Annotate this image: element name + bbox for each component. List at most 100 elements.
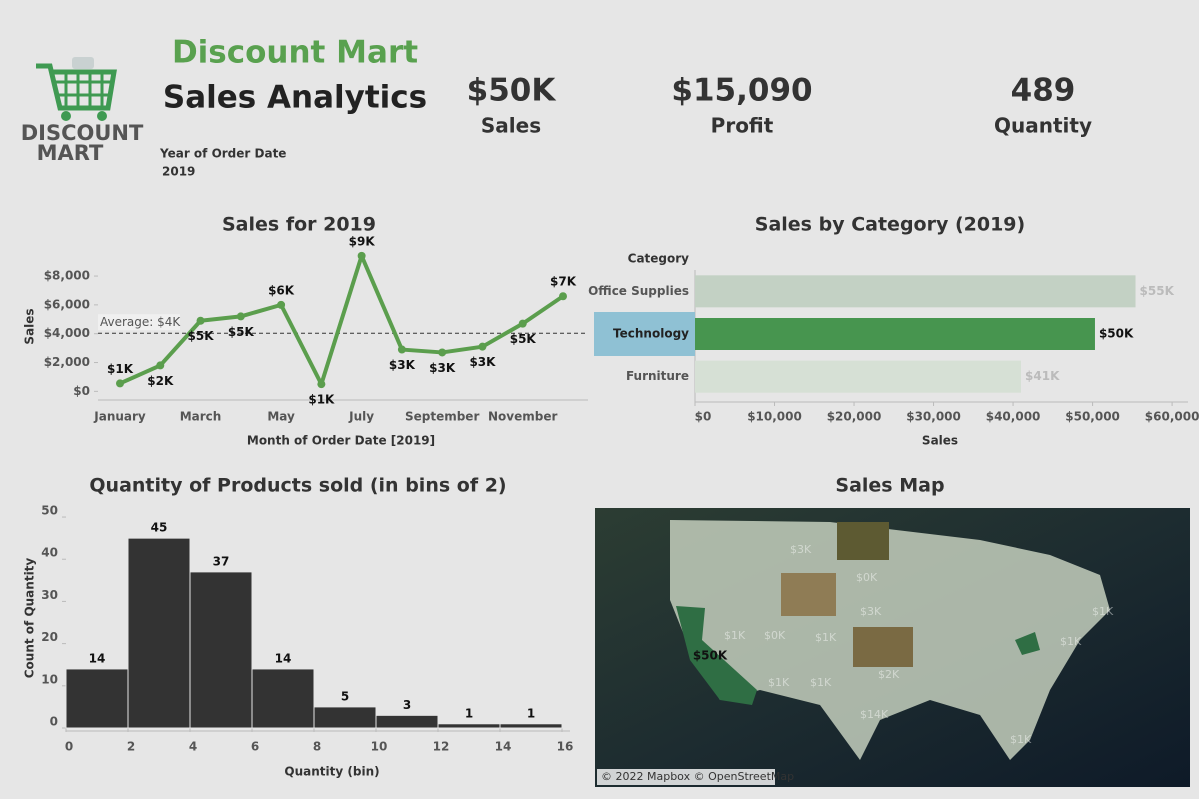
bar	[695, 318, 1095, 350]
subtitle: Sales Analytics	[163, 80, 427, 116]
map-label: $1K	[815, 631, 837, 644]
map-label: $3K	[790, 543, 812, 556]
y-tick-label: 20	[41, 630, 58, 644]
map-label: $3K	[860, 605, 882, 618]
map-label: $1K	[1010, 733, 1032, 746]
y-tick-label: Technology	[613, 327, 689, 341]
value-label: $1K	[107, 362, 134, 376]
kpi-label: Profit	[711, 114, 774, 138]
x-tick-label: March	[180, 410, 222, 424]
point	[438, 348, 447, 357]
bar	[251, 668, 315, 729]
filter-label: Year of Order Date	[159, 147, 286, 161]
point	[317, 380, 326, 389]
y-tick-label: 40	[41, 546, 58, 560]
y-tick-label: $4,000	[44, 326, 90, 340]
selection-highlight	[594, 312, 695, 356]
x-tick-label: 6	[251, 740, 259, 754]
x-tick-label: 12	[433, 740, 450, 754]
kpi-label: Quantity	[994, 114, 1092, 138]
x-tick-label: $40,000	[986, 410, 1041, 424]
value-label: 1	[465, 706, 473, 720]
map-label: $2K	[878, 668, 900, 681]
x-tick-label: $0	[695, 410, 712, 424]
value-label: $5K	[188, 329, 215, 343]
map-label: $1K	[768, 676, 790, 689]
y-tick-label: 30	[41, 588, 58, 602]
kpi-value: $15,090	[671, 73, 812, 109]
bar	[127, 537, 191, 729]
value-label: $41K	[1025, 369, 1060, 383]
value-label: $55K	[1140, 284, 1175, 298]
map-title: Sales Map	[835, 475, 944, 497]
chart-title: Sales by Category (2019)	[755, 214, 1025, 236]
point	[156, 361, 165, 370]
kpi-value: $50K	[467, 73, 557, 109]
value-label: $7K	[550, 275, 577, 289]
map-label: $0K	[764, 629, 786, 642]
bar	[65, 668, 129, 729]
value-label: $50K	[1099, 327, 1134, 341]
x-tick-label: 14	[495, 740, 512, 754]
point	[559, 292, 567, 301]
value-label: $2K	[147, 374, 174, 388]
point	[236, 312, 245, 321]
x-tick-label: November	[488, 410, 557, 424]
x-tick-label: $50,000	[1065, 410, 1120, 424]
bar	[695, 360, 1022, 393]
x-tick-label: 8	[313, 740, 321, 754]
x-tick-label: 2	[127, 740, 135, 754]
x-tick-label: July	[348, 410, 374, 424]
x-tick-label: January	[93, 410, 146, 424]
point	[196, 316, 205, 325]
logo-text: MART	[37, 141, 104, 165]
y-tick-label: $6,000	[44, 297, 90, 311]
map-label: $1K	[1092, 605, 1114, 618]
value-label: 5	[341, 689, 349, 703]
value-label: $9K	[349, 234, 376, 248]
value-label: 3	[403, 698, 411, 712]
value-label: $5K	[510, 332, 537, 346]
point	[357, 251, 366, 260]
map-label: $1K	[810, 676, 832, 689]
kpi-value: 489	[1011, 73, 1076, 109]
point	[518, 319, 527, 328]
map-attribution: © 2022 Mapbox © OpenStreetMap	[601, 770, 794, 783]
x-tick-label: September	[405, 410, 479, 424]
value-label: 14	[275, 651, 292, 665]
point	[277, 300, 286, 309]
chart-title: Sales for 2019	[222, 214, 376, 236]
value-label: $3K	[389, 358, 416, 372]
map-label: $1K	[724, 629, 746, 642]
value-label: $3K	[429, 361, 456, 375]
y-tick-label: 10	[41, 672, 58, 686]
filter-value[interactable]: 2019	[162, 165, 195, 179]
logo-text: DISCOUNT	[21, 121, 144, 145]
value-label: 1	[527, 706, 535, 720]
title: Discount Mart	[172, 35, 418, 71]
average-label-bg	[98, 314, 180, 331]
chart-title: Quantity of Products sold (in bins of 2)	[89, 475, 506, 497]
y-tick-label: 50	[41, 504, 58, 518]
map-label: $0K	[856, 571, 878, 584]
bar	[437, 723, 501, 729]
y-tick-label: $2,000	[44, 355, 90, 369]
map: Sales Map $50K $3K $0K $3K $1K $0K $1K $…	[595, 475, 1190, 787]
x-tick-label: 16	[557, 740, 574, 754]
x-axis-title: Month of Order Date [2019]	[247, 434, 435, 448]
point	[116, 379, 124, 388]
x-tick-label: 4	[189, 740, 197, 754]
x-tick-label: 0	[65, 740, 73, 754]
value-label: $6K	[268, 283, 295, 297]
x-axis-title: Sales	[922, 434, 958, 448]
value-label: $1K	[308, 393, 335, 407]
value-label: $5K	[228, 325, 255, 339]
bar	[375, 714, 439, 729]
bar	[695, 275, 1136, 308]
y-tick-label: Office Supplies	[588, 284, 689, 298]
point	[478, 342, 487, 351]
map-label: $14K	[860, 708, 889, 721]
value-label: 14	[89, 651, 106, 665]
x-tick-label: 10	[371, 740, 388, 754]
average-label: Average: $4K	[100, 315, 181, 329]
